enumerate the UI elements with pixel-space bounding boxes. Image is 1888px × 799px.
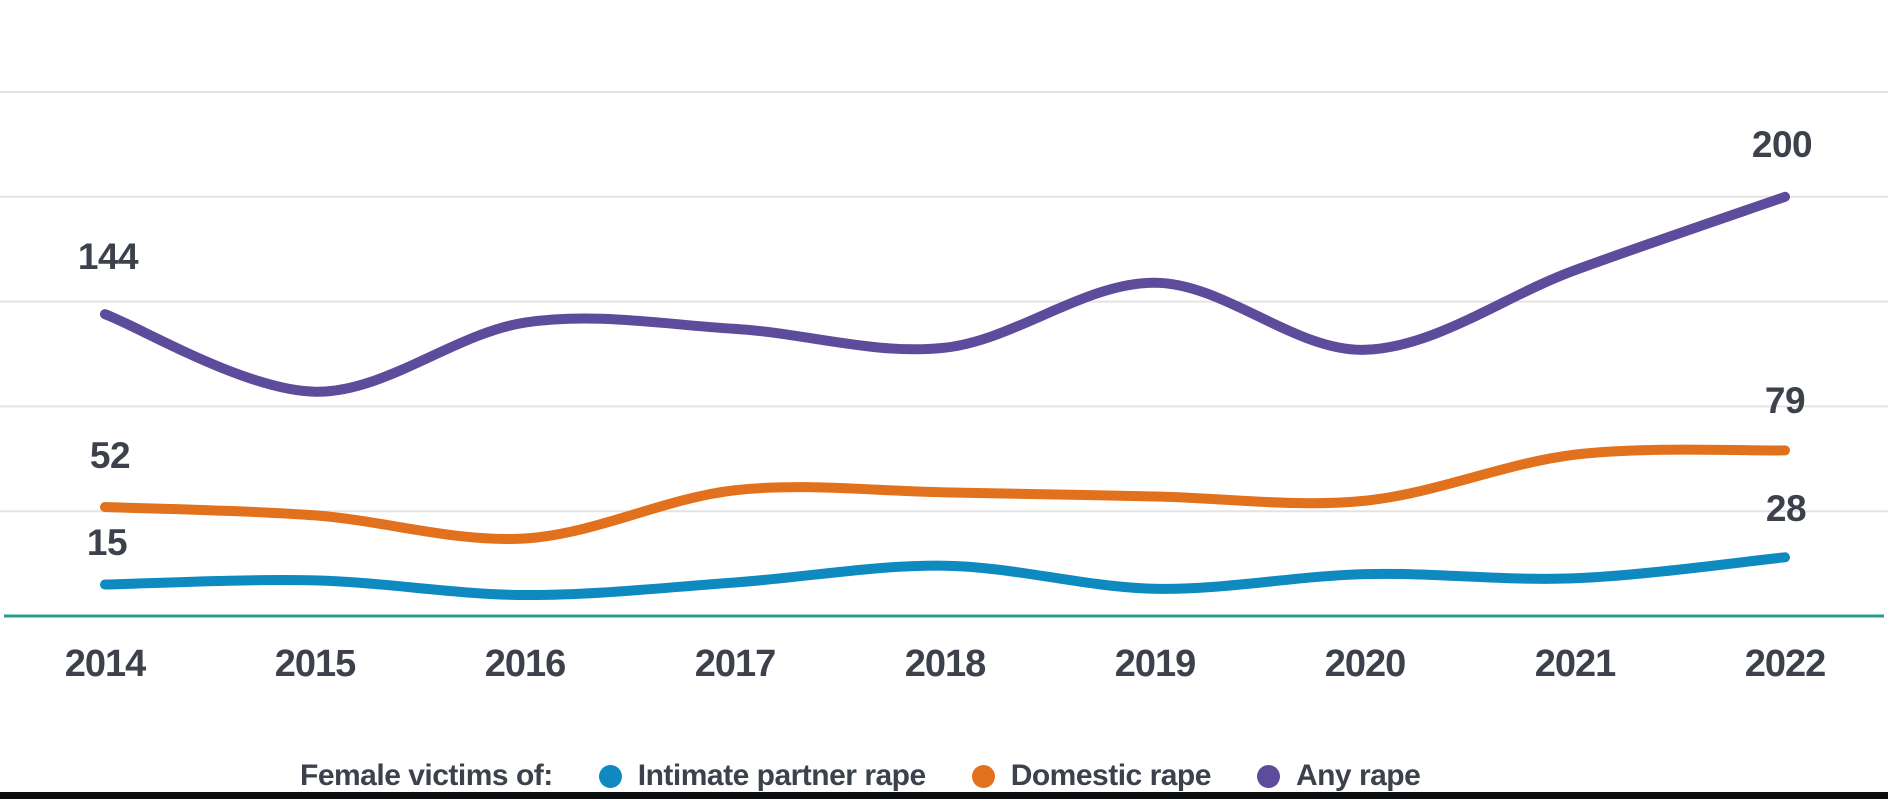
value-label-any-rape-2022: 200: [1751, 124, 1813, 165]
x-axis-label-2018: 2018: [904, 643, 987, 685]
x-axis-label-2019: 2019: [1114, 643, 1197, 685]
legend-item-label: Intimate partner rape: [637, 759, 926, 792]
legend-item-intimate-partner-rape: Intimate partner rape: [598, 759, 926, 793]
legend-dot-icon: [1256, 764, 1280, 788]
legend-item-domestic-rape: Domestic rape: [971, 759, 1212, 793]
value-label-domestic-rape-2014: 52: [89, 435, 131, 476]
x-axis-label-2017: 2017: [694, 643, 777, 685]
value-label-intimate-rape-2014: 15: [86, 522, 128, 563]
series-line-intimate-partner-rape: [100, 552, 1790, 601]
legend-title: Female victims of:: [300, 759, 553, 792]
legend-dot-icon: [971, 764, 995, 788]
legend-item-label: Any rape: [1295, 759, 1421, 792]
value-label-intimate-rape-2022: 28: [1765, 488, 1807, 529]
x-axis-label-2020: 2020: [1324, 643, 1407, 685]
value-label-domestic-rape-2022: 79: [1764, 380, 1806, 421]
x-axis-label-2014: 2014: [64, 643, 147, 685]
value-label-any-rape-2014: 144: [77, 236, 139, 277]
x-axis-label-2015: 2015: [274, 643, 357, 685]
series-line-domestic-rape: [100, 444, 1790, 544]
x-axis-label-2021: 2021: [1534, 643, 1617, 685]
legend: Female victims of: Intimate partner rape…: [300, 758, 1421, 794]
bottom-bar: [0, 792, 1888, 799]
x-axis-label-2016: 2016: [484, 643, 567, 685]
legend-dot-icon: [598, 764, 622, 788]
x-axis-label-2022: 2022: [1744, 643, 1827, 685]
legend-item-any-rape: Any rape: [1256, 759, 1421, 793]
legend-item-label: Domestic rape: [1010, 759, 1212, 792]
series-line-any-rape: [100, 191, 1790, 397]
